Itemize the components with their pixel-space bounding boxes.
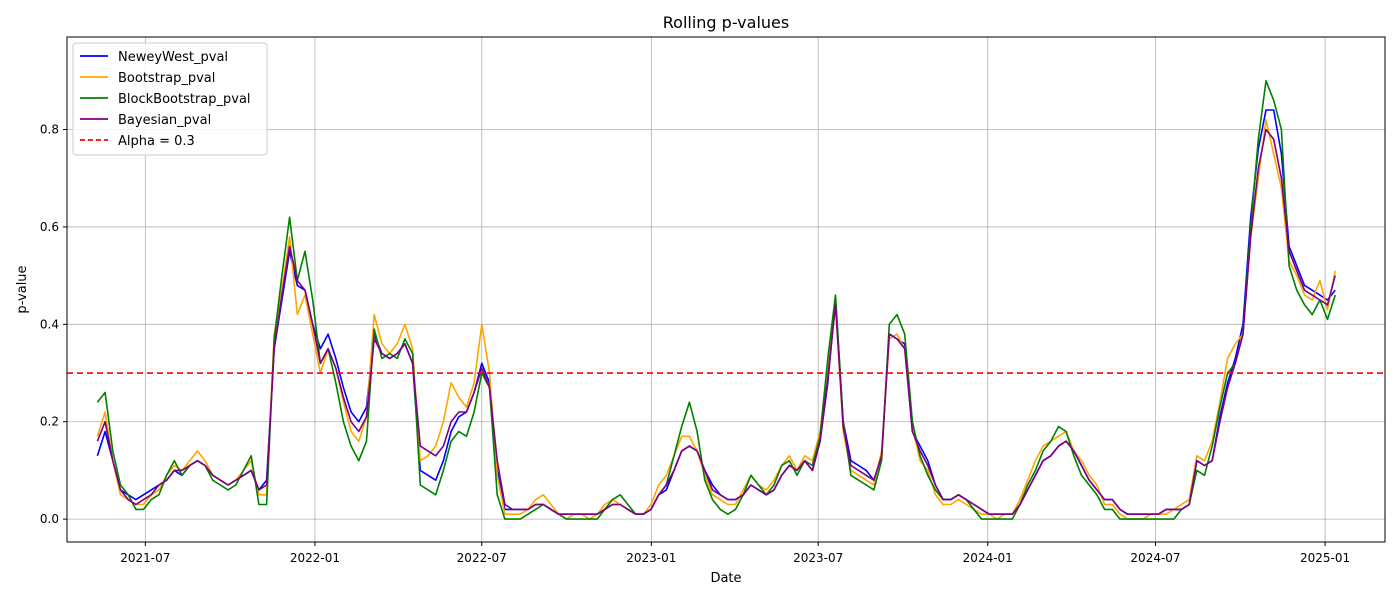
legend: NeweyWest_pval Bootstrap_pval BlockBootstr…: [72, 42, 268, 156]
legend-box: [72, 42, 268, 156]
series-line-3: [96, 128, 1336, 515]
y-tick-label: 0.8: [40, 123, 59, 137]
plot-frame: [66, 36, 1386, 543]
y-tick-label: 0.6: [40, 220, 59, 234]
y-tick-label: 0.4: [40, 317, 59, 331]
legend-label: Bootstrap_pval: [118, 71, 215, 86]
y-axis: 0.0 0.2 0.4 0.6 0.8: [40, 123, 67, 526]
x-tick-label: 2024-01: [963, 551, 1013, 565]
x-tick-label: 2022-07: [457, 551, 507, 565]
x-tick-label: 2025-01: [1300, 551, 1350, 565]
x-tick-label: 2023-07: [793, 551, 843, 565]
x-tick-label: 2023-01: [626, 551, 676, 565]
x-axis-label: Date: [710, 571, 741, 586]
y-tick-label: 0.0: [40, 512, 59, 526]
x-axis: 2021-07 2022-01 2022-07 2023-01 2023-07 2024-…: [120, 542, 1350, 565]
x-tick-label: 2021-07: [120, 551, 170, 565]
legend-label: NeweyWest_pval: [118, 50, 228, 65]
legend-label: BlockBootstrap_pval: [118, 92, 251, 107]
legend-label: Bayesian_pval: [118, 113, 211, 128]
series-layer: [96, 80, 1336, 520]
grid: [67, 37, 1385, 542]
y-axis-label: p-value: [15, 265, 30, 313]
legend-label: Alpha = 0.3: [118, 134, 195, 149]
series-line-2: [96, 80, 1336, 520]
chart-title: Rolling p-values: [663, 13, 789, 32]
x-tick-label: 2024-07: [1130, 551, 1180, 565]
x-tick-label: 2022-01: [290, 551, 340, 565]
y-tick-label: 0.2: [40, 415, 59, 429]
